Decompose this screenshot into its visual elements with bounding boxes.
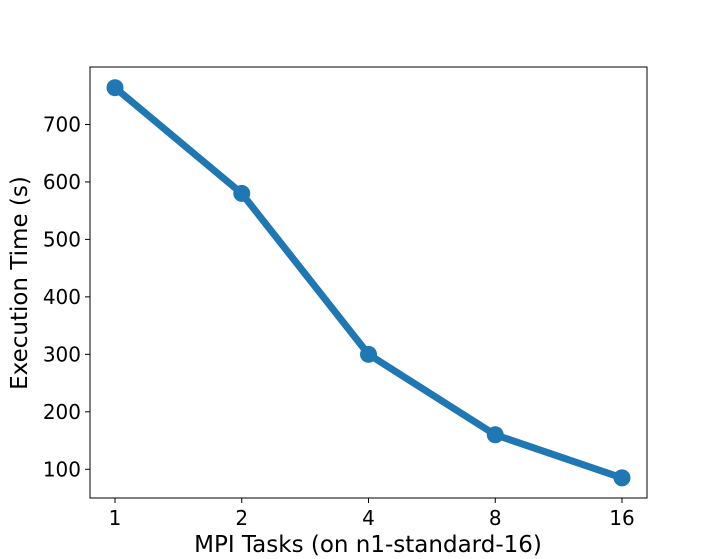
y-tick-label: 300	[43, 342, 81, 366]
x-tick-label: 1	[109, 506, 122, 530]
plot-frame	[89, 66, 648, 499]
x-tick-label: 16	[609, 506, 634, 530]
data-point	[106, 79, 124, 97]
x-tick-label: 4	[362, 506, 375, 530]
data-point	[360, 345, 377, 363]
y-axis-ticks: 100 200 300 400 500 600 700	[43, 112, 90, 481]
data-point	[613, 469, 631, 487]
x-tick-label: 8	[489, 506, 502, 530]
x-axis-label: MPI Tasks (on n1-standard-16)	[194, 532, 542, 558]
series-line	[111, 84, 626, 482]
y-tick-label: 500	[43, 227, 81, 251]
data-point	[486, 426, 504, 444]
y-axis-label: Execution Time (s)	[7, 176, 33, 390]
y-tick-label: 700	[43, 112, 81, 136]
x-axis-ticks: 1 2 4 8 16	[109, 498, 635, 530]
series-layer	[106, 79, 631, 487]
y-tick-label: 100	[43, 457, 81, 481]
y-tick-label: 600	[43, 170, 81, 194]
data-point	[233, 184, 251, 202]
y-tick-label: 200	[43, 400, 81, 424]
y-tick-label: 400	[43, 285, 81, 309]
x-tick-label: 2	[235, 506, 248, 530]
